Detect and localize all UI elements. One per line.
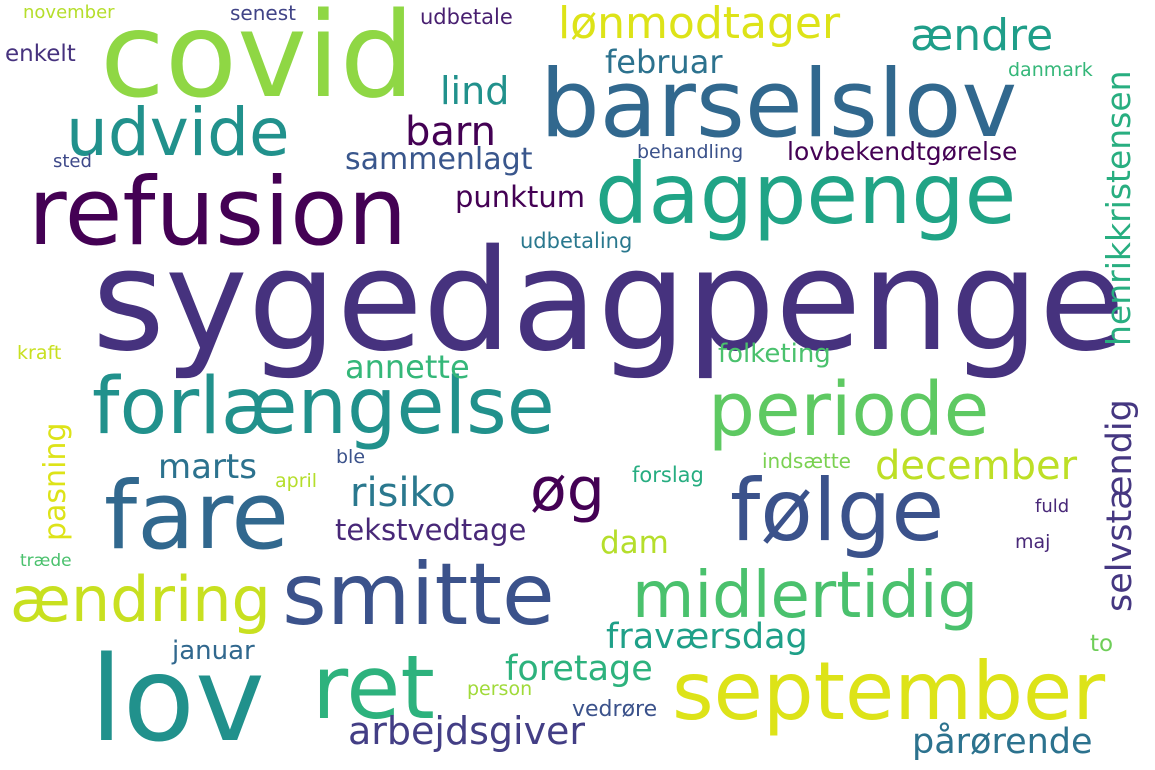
word-folge: følge [730, 461, 945, 561]
word-ret: ret [312, 636, 435, 739]
word-ble: ble [336, 446, 366, 468]
word-selvstaendig: selvstændig [1100, 399, 1140, 612]
word-udbetaling: udbetaling [520, 229, 633, 253]
word-barselslov: barselslov [540, 50, 1018, 159]
word-arbejdsgiver: arbejdsgiver [348, 709, 586, 753]
word-december: december [875, 443, 1078, 489]
word-januar: januar [172, 636, 255, 666]
word-maj: maj [1015, 531, 1051, 553]
word-covid: covid [100, 0, 415, 124]
word-dagpenge: dagpenge [595, 145, 1017, 243]
word-september: september [672, 645, 1106, 738]
word-risiko: risiko [350, 470, 456, 516]
word-forlaengelse: forlængelse [92, 362, 555, 452]
word-februar: februar [605, 43, 723, 81]
word-vedrore: vedrøre [572, 697, 658, 722]
word-annette: annette [345, 348, 470, 386]
word-henrikkristensen: henrikkristensen [1099, 70, 1138, 346]
word-lov: lov [90, 630, 265, 768]
word-sygedagpenge: sygedagpenge [92, 220, 1126, 383]
word-aendre: ændre [910, 10, 1054, 61]
word-sammenlagt: sammenlagt [345, 142, 533, 177]
word-enkelt: enkelt [5, 41, 76, 67]
word-fuld: fuld [1035, 496, 1070, 517]
word-april: april [275, 470, 318, 492]
word-person: person [467, 678, 533, 700]
word-senest: senest [230, 1, 296, 25]
word-tekstvedtage: tekstvedtage [335, 513, 527, 547]
word-sted: sted [53, 151, 92, 172]
word-refusion: refusion [28, 158, 408, 267]
word-smitte: smitte [282, 545, 555, 645]
word-punktum: punktum [455, 180, 585, 214]
word-kraft: kraft [17, 342, 62, 364]
word-fravaersdag: fraværsdag [606, 617, 808, 657]
word-indsaette: indsætte [762, 449, 851, 473]
word-udbetale: udbetale [420, 5, 513, 29]
word-barn: barn [405, 109, 496, 155]
word-og: øg [530, 455, 605, 525]
word-fare: fare [104, 462, 290, 571]
word-periode: periode [708, 367, 990, 453]
word-forslag: forslag [632, 463, 704, 487]
word-midlertidig: midlertidig [632, 559, 979, 633]
word-dam: dam [600, 525, 669, 561]
word-udvide: udvide [66, 94, 290, 171]
word-lovbekendtgorelse: lovbekendtgørelse [787, 137, 1018, 166]
word-foretage: foretage [505, 649, 653, 689]
word-to: to [1090, 631, 1114, 657]
word-behandling: behandling [637, 141, 744, 163]
word-lind: lind [440, 69, 510, 113]
word-aendring: ændring [10, 563, 271, 636]
word-marts: marts [158, 447, 257, 487]
word-traede: træde [20, 551, 72, 571]
word-danmark: danmark [1008, 59, 1093, 81]
word-lonmodtager: lønmodtager [558, 0, 841, 49]
word-parorende: pårørende [912, 722, 1093, 762]
word-pasning: pasning [38, 422, 73, 541]
word-folketing: folketing [718, 339, 831, 369]
word-november: november [23, 2, 115, 23]
